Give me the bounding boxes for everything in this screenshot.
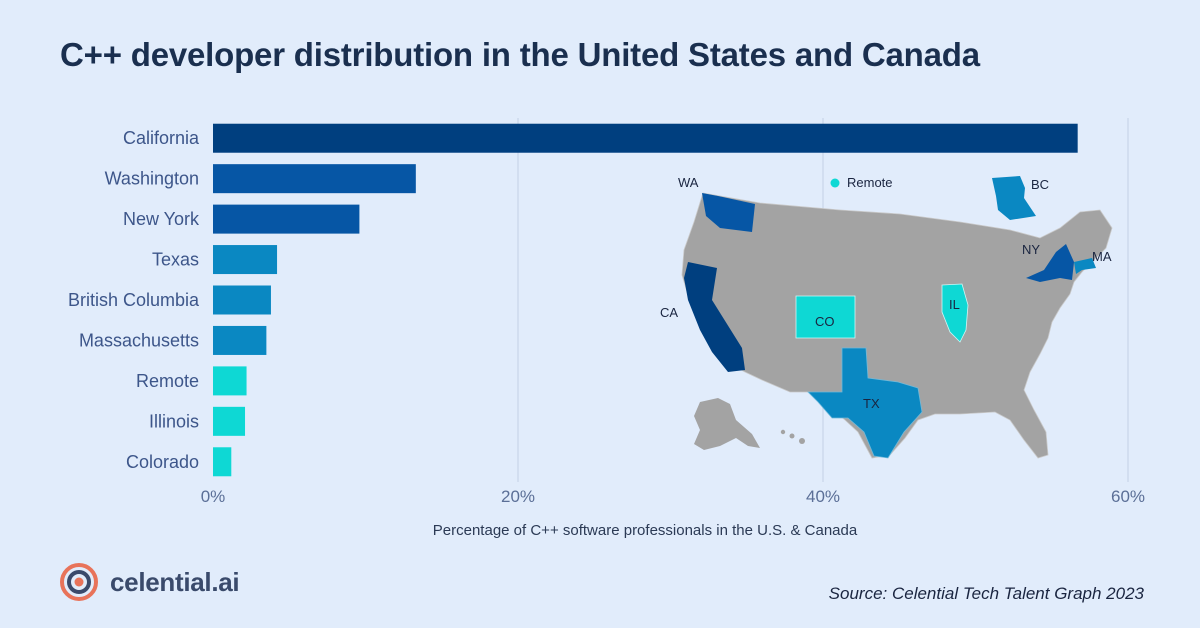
bar-texas <box>213 245 278 275</box>
bars <box>213 123 1078 477</box>
x-tick-label: 40% <box>806 487 840 506</box>
map-label-co: CO <box>815 314 835 329</box>
map-inset: WA BC NY MA CA CO IL TX Remote <box>660 175 1113 459</box>
hawaii-shape <box>780 429 786 435</box>
bar-remote <box>213 366 247 396</box>
category-label: British Columbia <box>68 290 200 310</box>
bc-shape <box>992 176 1036 220</box>
category-label: Massachusetts <box>79 330 199 350</box>
category-labels: California Washington New York Texas British… <box>68 128 200 472</box>
category-label: Illinois <box>149 411 199 431</box>
hawaii-shape <box>799 438 805 444</box>
alaska-shape <box>694 398 760 450</box>
map-label-il: IL <box>949 297 960 312</box>
tx-shape <box>807 347 923 459</box>
x-tick-label: 20% <box>501 487 535 506</box>
map-label-wa: WA <box>678 175 699 190</box>
bar-california <box>213 123 1078 153</box>
x-axis-label: Percentage of C++ software professionals… <box>433 522 858 539</box>
source-note: Source: Celential Tech Talent Graph 2023 <box>828 584 1144 603</box>
map-label-ma: MA <box>1092 249 1112 264</box>
ma-shape <box>1074 258 1096 274</box>
bar-massachusetts <box>213 325 267 355</box>
legend-remote-marker <box>830 178 840 188</box>
legend-remote-label: Remote <box>847 175 893 190</box>
x-tick-label: 60% <box>1111 487 1145 506</box>
concentric-circles-logo-icon <box>60 563 98 601</box>
ca-shape <box>684 262 745 372</box>
category-label: California <box>123 128 200 148</box>
category-label: Washington <box>105 169 199 189</box>
category-label: Remote <box>136 371 199 391</box>
bar-illinois <box>213 406 246 436</box>
bar-washington <box>213 164 416 194</box>
co-shape <box>795 295 856 339</box>
brand-logo: celential.ai <box>60 563 240 601</box>
map-label-ny: NY <box>1022 242 1040 257</box>
category-label: Colorado <box>126 452 199 472</box>
category-label: New York <box>123 209 200 229</box>
brand-name: celential.ai <box>110 566 240 597</box>
il-shape <box>941 283 969 343</box>
ny-shape <box>1026 244 1074 282</box>
map-label-bc: BC <box>1031 177 1049 192</box>
bar-british-columbia <box>213 285 271 315</box>
map-label-tx: TX <box>863 396 880 411</box>
wa-shape <box>702 193 755 232</box>
hawaii-shape <box>789 433 795 439</box>
x-tick-labels: 0% 20% 40% 60% <box>201 487 1145 506</box>
category-label: Texas <box>152 250 199 270</box>
x-tick-label: 0% <box>201 487 226 506</box>
bar-colorado <box>213 447 232 477</box>
bar-new-york <box>213 204 360 234</box>
map-label-ca: CA <box>660 305 678 320</box>
chart-title: C++ developer distribution in the United… <box>60 36 980 73</box>
